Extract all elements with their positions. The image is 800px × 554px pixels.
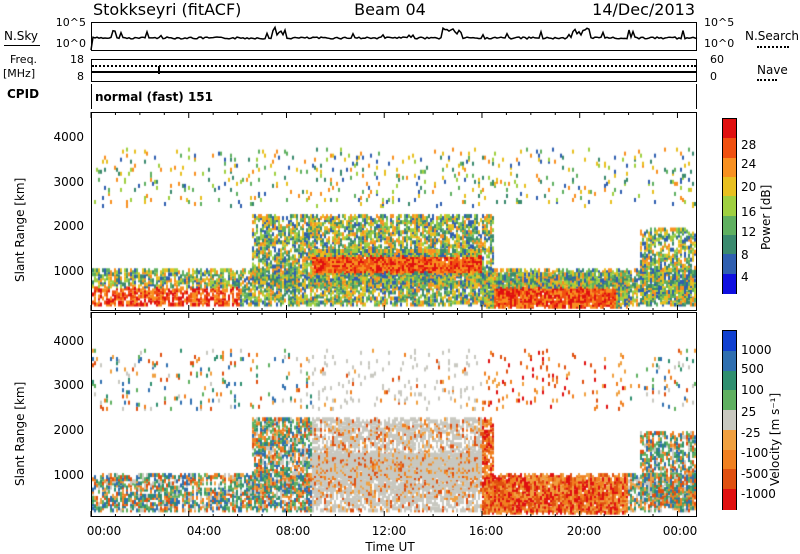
velocity-cbar-tick: -500 [741, 467, 769, 481]
power-heatmap [92, 113, 696, 310]
velocity-colorbar-segment [723, 429, 736, 451]
power-cbar-tick: 24 [741, 157, 757, 171]
velocity-panel-frame [91, 312, 697, 517]
velocity-cbar-tick: 25 [741, 405, 757, 419]
nave-legend-dots [757, 79, 777, 81]
time-tick: 12:00 [371, 524, 407, 538]
power-colorbar [722, 118, 737, 294]
velocity-cbar-tick: 500 [741, 362, 764, 376]
velocity-ytick: 4000 [53, 334, 84, 348]
power-colorbar-segment [723, 196, 736, 217]
velocity-colorbar-segment [723, 370, 736, 392]
power-cbar-tick: 28 [741, 138, 757, 152]
velocity-cbar-tick: -1000 [741, 487, 776, 501]
date-title: 14/Dec/2013 [592, 0, 695, 19]
power-panel-frame [91, 112, 697, 311]
time-tick: 04:00 [186, 524, 222, 538]
cpid-value: normal (fast) 151 [95, 90, 213, 104]
velocity-ytick: 3000 [53, 378, 84, 392]
velocity-cbar-tick: -100 [741, 446, 769, 460]
velocity-colorbar-segment [723, 469, 736, 491]
power-cbar-tick: 16 [741, 205, 757, 219]
freq-label-line1: Freq. [10, 53, 38, 66]
power-colorbar-segment [723, 157, 736, 178]
power-colorbar-segment [723, 254, 736, 275]
nsearch-legend-dots [757, 46, 789, 48]
time-tick: 00:00 [662, 524, 698, 538]
freq-tick-high: 18 [70, 53, 84, 66]
velocity-colorbar-segment [723, 410, 736, 431]
nsky-tick-high: 10^5 [55, 16, 86, 29]
velocity-ytick: 1000 [53, 468, 84, 482]
nave-label: Nave [757, 63, 788, 77]
time-axis-label: Time UT [365, 540, 415, 554]
station-title: Stokkseyri (fitACF) [93, 0, 242, 19]
velocity-colorbar-segment [723, 449, 736, 471]
velocity-colorbar-segment [723, 350, 736, 372]
power-cbar-tick: 12 [741, 225, 757, 239]
nave-tick-low: 0 [710, 70, 717, 83]
time-tick: 16:00 [468, 524, 504, 538]
time-tick: 20:00 [566, 524, 602, 538]
nsky-right-tick-high: 10^5 [704, 16, 735, 29]
velocity-heatmap [92, 313, 696, 516]
power-ytick: 1000 [53, 264, 84, 278]
nave-tick-high: 60 [710, 53, 724, 66]
velocity-cbar-tick: 100 [741, 383, 764, 397]
time-tick: 00:00 [86, 524, 122, 538]
power-cbar-tick: 4 [741, 270, 749, 284]
freq-label-line2: [MHz] [3, 67, 36, 80]
nsky-right-tick-low: 10^0 [704, 37, 735, 50]
freq-panel-frame [91, 59, 697, 82]
power-colorbar-segment [723, 177, 736, 198]
power-ytick: 2000 [53, 219, 84, 233]
cpid-label: CPID [7, 87, 40, 101]
nsky-tick-low: 10^0 [55, 37, 86, 50]
power-colorbar-segment [723, 273, 736, 294]
nsky-label-underline [4, 45, 40, 46]
time-tick: 08:00 [275, 524, 311, 538]
nsky-label: N.Sky [4, 29, 39, 43]
nave-dotted-line [92, 65, 696, 67]
velocity-colorbar-segment [723, 331, 736, 352]
power-colorbar-segment [723, 215, 736, 236]
nsearch-label: N.Search [745, 29, 800, 43]
velocity-cbar-tick: 1000 [741, 343, 772, 357]
power-cbar-tick: 8 [741, 248, 749, 262]
freq-glitch-mark [158, 66, 160, 74]
velocity-cbar-tick: -25 [741, 426, 761, 440]
nsky-trace [90, 25, 698, 51]
power-ytick: 3000 [53, 175, 84, 189]
velocity-ytick: 2000 [53, 423, 84, 437]
velocity-colorbar-segment [723, 489, 736, 510]
power-colorbar-segment [723, 119, 736, 140]
power-ytick: 4000 [53, 130, 84, 144]
freq-solid-line [92, 71, 696, 73]
velocity-colorbar-label: Velocity [m s⁻¹] [768, 392, 782, 486]
velocity-colorbar-segment [723, 390, 736, 411]
power-colorbar-segment [723, 138, 736, 159]
nsky-panel-frame [91, 22, 697, 51]
velocity-colorbar [722, 330, 737, 510]
freq-tick-low: 8 [77, 70, 84, 83]
power-colorbar-segment [723, 235, 736, 256]
beam-title: Beam 04 [354, 0, 426, 19]
cpid-panel-frame [91, 84, 697, 109]
power-cbar-tick: 20 [741, 180, 757, 194]
